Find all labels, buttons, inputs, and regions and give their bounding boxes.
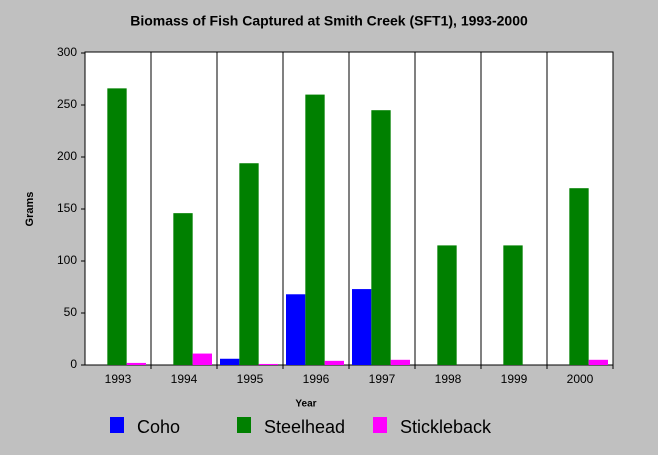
bar [107, 88, 127, 366]
legend-swatch [237, 417, 251, 433]
x-tick-label: 1997 [369, 372, 396, 386]
y-tick-label: 150 [57, 201, 77, 215]
bar [371, 110, 391, 365]
bar [239, 163, 259, 365]
bar [258, 363, 278, 365]
x-tick-label: 1993 [105, 372, 132, 386]
bar [437, 245, 457, 365]
bar [588, 359, 608, 365]
chart-title: Biomass of Fish Captured at Smith Creek … [130, 13, 528, 29]
bar [324, 360, 344, 365]
y-tick-label: 300 [57, 45, 77, 59]
bar [352, 289, 372, 365]
legend-swatch [373, 417, 387, 433]
bar [390, 359, 410, 365]
legend-label: Coho [137, 417, 180, 437]
y-tick-label: 50 [64, 305, 78, 319]
legend-label: Stickleback [400, 417, 492, 437]
x-tick-label: 1998 [435, 372, 462, 386]
bar [173, 213, 193, 365]
x-tick-label: 1996 [303, 372, 330, 386]
y-tick-label: 250 [57, 97, 77, 111]
bar [286, 294, 306, 365]
bar [220, 358, 240, 365]
y-axis-label: Grams [24, 192, 36, 227]
bar [192, 353, 212, 365]
y-tick-label: 200 [57, 149, 77, 163]
legend-swatch [110, 417, 124, 433]
bar [569, 188, 589, 365]
bar [305, 94, 325, 365]
x-tick-label: 1999 [501, 372, 528, 386]
y-tick-label: 0 [70, 357, 77, 371]
x-tick-label: 2000 [567, 372, 594, 386]
bar [503, 245, 523, 365]
y-tick-label: 100 [57, 253, 77, 267]
x-tick-label: 1994 [171, 372, 198, 386]
legend-label: Steelhead [264, 417, 345, 437]
x-tick-label: 1995 [237, 372, 264, 386]
x-axis-label: Year [295, 399, 316, 410]
bar [126, 362, 146, 365]
